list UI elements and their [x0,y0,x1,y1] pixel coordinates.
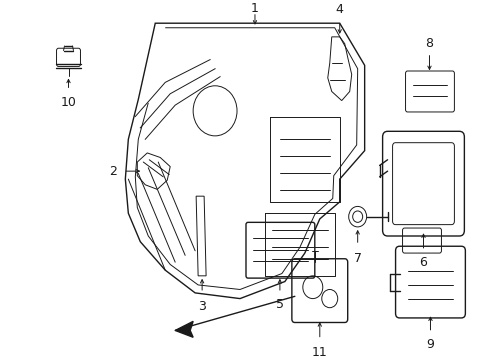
Text: 8: 8 [425,37,432,50]
Text: 7: 7 [353,252,361,265]
Text: 3: 3 [198,300,205,313]
Text: 1: 1 [250,2,258,15]
Text: 6: 6 [419,256,427,269]
Text: 4: 4 [335,3,343,16]
Text: 10: 10 [61,96,76,109]
Text: 5: 5 [275,298,284,311]
Text: 11: 11 [311,346,327,359]
Polygon shape [175,321,193,337]
Text: 9: 9 [426,338,433,351]
Text: 2: 2 [109,165,117,177]
